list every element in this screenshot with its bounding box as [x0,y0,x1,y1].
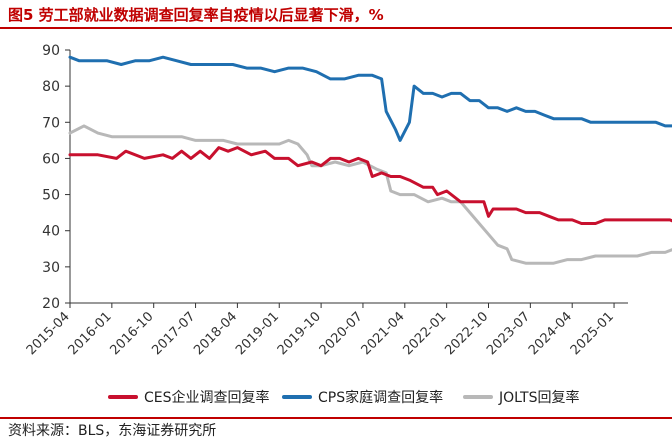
x-tick-label: 2016-10 [108,309,157,358]
legend-label-jolts: JOLTS回复率 [499,390,580,406]
series-line-1 [68,55,672,142]
legend-label-cps: CPS家庭调查回复率 [318,390,444,406]
x-tick-label: 2019-01 [233,309,282,358]
series-line-0 [68,146,672,225]
legend-swatch-ces [108,395,138,399]
x-tick-label: 2024-04 [526,309,575,358]
series-line-2 [68,124,672,265]
y-tick-label: 60 [42,151,60,167]
x-tick-label: 2017-07 [149,309,198,358]
legend-swatch-cps [282,395,312,399]
source-note: 资料来源：BLS，东海证券研究所 [8,423,217,439]
legend: CES企业调查回复率 CPS家庭调查回复率 JOLTS回复率 [0,386,672,408]
y-axis: 20 30 40 50 60 70 80 90 [42,43,71,312]
x-tick-label: 2021-04 [359,309,408,358]
y-tick-label: 20 [42,296,60,312]
y-tick-label: 90 [42,43,60,59]
x-axis: 2015-042016-012016-102017-072018-042019-… [24,302,628,358]
x-tick-label: 2015-04 [24,309,73,358]
series-layer [68,55,672,265]
legend-item-ces: CES企业调查回复率 [108,386,270,408]
x-tick-label: 2022-01 [400,309,449,358]
y-tick-label: 80 [42,79,60,95]
x-tick-label: 2025-01 [568,309,617,358]
x-tick-label: 2016-01 [66,309,115,358]
y-tick-label: 30 [42,260,60,276]
x-tick-label: 2020-07 [317,309,366,358]
footer-divider [0,417,672,419]
y-tick-label: 70 [42,115,60,131]
legend-swatch-jolts [463,395,493,399]
x-tick-label: 2019-10 [275,309,324,358]
legend-item-cps: CPS家庭调查回复率 [282,386,443,408]
x-tick-label: 2023-07 [484,309,533,358]
chart-title: 图5 劳工部就业数据调查回复率自疫情以后显著下滑，% [8,6,384,24]
y-tick-label: 40 [42,224,60,240]
x-tick-label: 2018-04 [191,309,240,358]
y-tick-label: 50 [42,188,60,204]
title-divider [0,27,672,29]
legend-item-jolts: JOLTS回复率 [463,386,579,408]
legend-label-ces: CES企业调查回复率 [144,390,270,406]
x-tick-label: 2022-10 [442,309,491,358]
